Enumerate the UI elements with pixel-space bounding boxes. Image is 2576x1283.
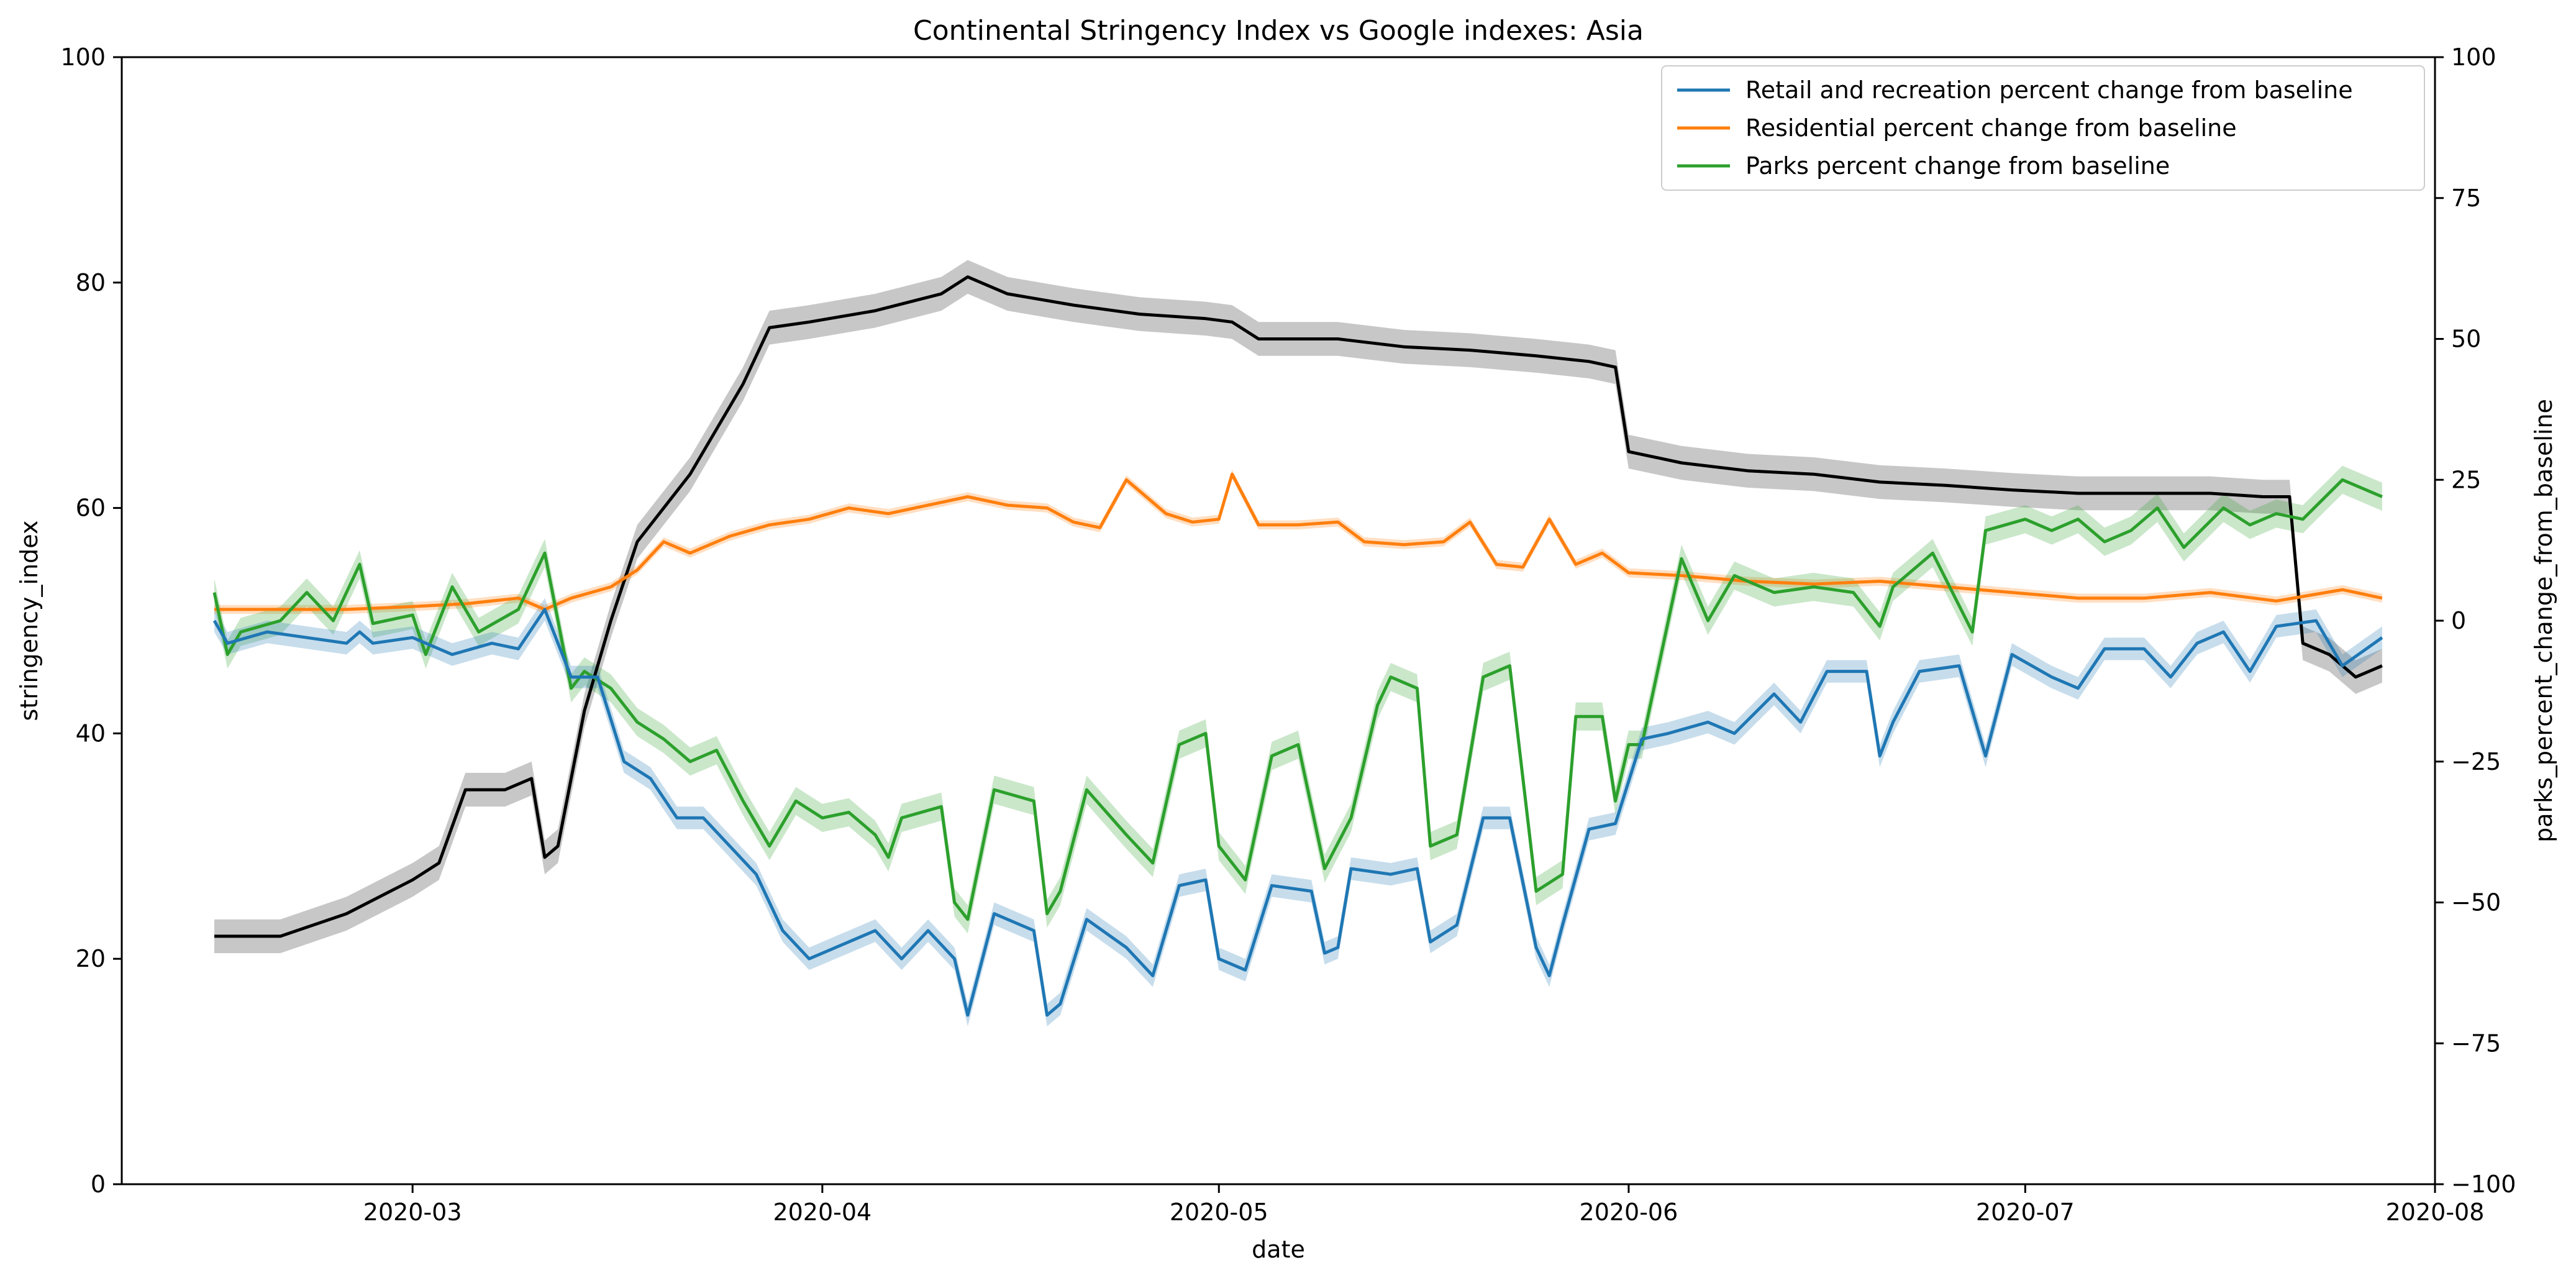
y-right-tick-label: 0 [2451,607,2466,634]
y-right-tick-label: 25 [2451,466,2481,493]
x-axis-label: date [1252,1236,1305,1263]
x-tick-label: 2020-03 [363,1199,462,1226]
y-left-tick-label: 100 [60,43,106,71]
x-tick-label: 2020-08 [2386,1199,2485,1226]
x-tick-label: 2020-07 [1976,1199,2075,1226]
y-left-tick-label: 20 [76,945,106,972]
x-tick-label: 2020-06 [1580,1199,1678,1226]
series-band-0 [214,260,2382,954]
y-right-tick-label: 50 [2451,326,2481,353]
legend-box [1661,65,2425,191]
series-line-1 [214,472,2383,611]
y-right-tick-label: −25 [2451,748,2501,775]
y-right-tick-label: −50 [2451,889,2501,916]
x-axis-ticks: 2020-03 2020-04 2020-05 2020-06 2020-07 2020-… [363,1184,2485,1226]
legend-label-parks: Parks percent change from baseline [1745,152,2170,180]
y-left-tick-label: 80 [76,269,106,296]
legend-label-residential: Residential percent change from baseline [1745,114,2237,142]
y-right-axis-ticks: −100 −75 −50 −25 0 25 50 75 100 [2435,43,2516,1198]
x-tick-label: 2020-05 [1170,1199,1268,1226]
series-line-3 [212,608,2383,1017]
series-line-2 [212,478,2383,921]
series-band-1 [214,469,2382,614]
y-right-tick-label: 75 [2451,185,2481,212]
y-left-axis-label: stringency_index [16,521,43,721]
y-right-tick-label: −75 [2451,1030,2501,1057]
y-right-tick-label: 100 [2451,43,2496,71]
y-left-axis-ticks: 0 20 40 60 80 100 [60,43,122,1198]
series-lines [212,275,2383,1017]
y-left-tick-label: 0 [91,1171,106,1198]
legend-label-retail: Retail and recreation percent change fro… [1745,76,2353,104]
y-right-axis-label: parks_percent_change_from_baseline [2530,399,2557,842]
x-tick-label: 2020-04 [773,1199,872,1226]
y-right-tick-label: −100 [2451,1171,2516,1198]
chart-title: Continental Stringency Index vs Google i… [913,15,1644,47]
y-left-tick-label: 60 [76,495,106,522]
y-left-tick-label: 40 [76,719,106,747]
legend: Retail and recreation percent change fro… [1661,65,2425,191]
series-line-0 [214,275,2383,938]
